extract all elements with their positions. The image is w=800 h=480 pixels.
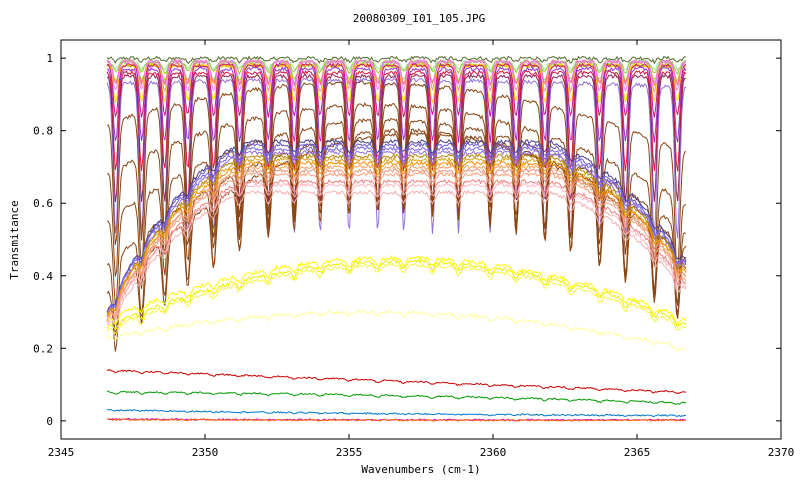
series-line [106, 145, 687, 314]
series-line [106, 309, 687, 352]
series-line [106, 182, 687, 323]
y-axis-label: Transmitance [8, 200, 21, 279]
series-line [106, 131, 687, 352]
series-line [107, 80, 687, 274]
series-line [106, 73, 687, 205]
series-line [107, 408, 686, 418]
x-tick-label: 2360 [480, 446, 507, 459]
x-tick-label: 2350 [192, 446, 219, 459]
series-line [107, 255, 687, 326]
series-line [106, 160, 687, 318]
series-line [106, 69, 687, 172]
chart-title: 20080309_I01_105.JPG [353, 12, 485, 25]
series-line [106, 369, 687, 394]
series-line [106, 142, 687, 312]
series-line [106, 55, 687, 65]
series-line [106, 66, 687, 143]
series-line [106, 164, 687, 322]
y-tick-label: 0.8 [33, 125, 53, 138]
y-tick-label: 0.4 [33, 270, 53, 283]
series-line [106, 77, 687, 239]
y-axis: 0 0.2 0.4 0.6 0.8 1 [33, 52, 781, 428]
y-tick-label: 0.2 [33, 342, 53, 355]
series-group [106, 55, 687, 422]
x-axis-label: Wavenumbers (cm-1) [361, 463, 480, 476]
series-line [106, 262, 687, 335]
series-line [106, 258, 687, 330]
y-tick-label: 1 [46, 52, 53, 65]
plot-frame [60, 39, 782, 440]
x-tick-label: 2345 [48, 446, 75, 459]
series-line [106, 189, 687, 326]
x-tick-label: 2355 [336, 446, 363, 459]
series-line [106, 149, 687, 317]
series-line [106, 167, 687, 320]
series-line [106, 138, 687, 313]
series-line [106, 58, 687, 94]
series-line [106, 62, 687, 118]
x-tick-label: 2365 [624, 446, 651, 459]
x-axis: 2345 2350 2355 2360 2365 2370 [48, 40, 795, 459]
y-tick-label: 0 [46, 415, 53, 428]
series-line [106, 156, 687, 316]
y-tick-label: 0.6 [33, 197, 53, 210]
series-line [107, 390, 687, 405]
series-line [106, 171, 687, 322]
series-line [107, 418, 687, 422]
series-line [106, 58, 687, 87]
series-line [107, 101, 687, 306]
series-line [107, 178, 687, 322]
x-tick-label: 2370 [768, 446, 795, 459]
